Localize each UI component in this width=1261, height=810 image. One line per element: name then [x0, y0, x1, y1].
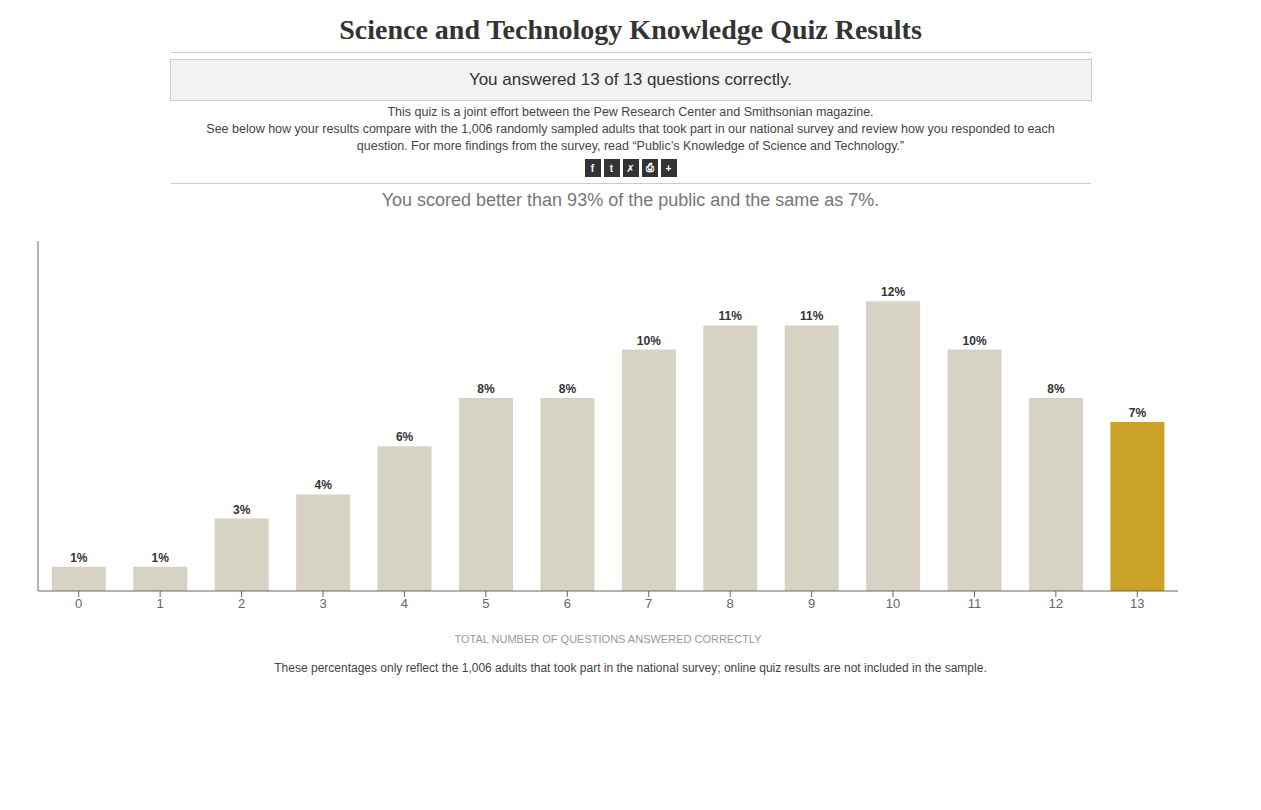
svg-text:3%: 3% — [233, 503, 251, 517]
svg-text:5: 5 — [482, 596, 489, 611]
html-text:This quiz is a joint effort be: This quiz is a joint effort between the … — [387, 105, 874, 119]
svg-text:11%: 11% — [800, 309, 824, 323]
svg-text:10%: 10% — [963, 334, 987, 348]
svg-text:12: 12 — [1049, 596, 1063, 611]
html-text:f: f — [590, 162, 595, 174]
svg-text:10: 10 — [886, 596, 900, 611]
svg-text:6%: 6% — [396, 430, 414, 444]
svg-text:7%: 7% — [1129, 406, 1147, 420]
html-text:You scored better than 93% of: You scored better than 93% of the public… — [381, 190, 880, 210]
svg-text:4%: 4% — [314, 478, 332, 492]
svg-text:7: 7 — [645, 596, 652, 611]
html-text:These percentages only reflect: These percentages only reflect the 1,006… — [274, 661, 987, 675]
svg-text:TOTAL NUMBER OF QUESTIONS ANSW: TOTAL NUMBER OF QUESTIONS ANSWERED CORRE… — [454, 633, 762, 645]
html-text:See below how your results com: See below how your results compare with … — [206, 122, 1055, 136]
svg-text:12%: 12% — [881, 285, 905, 299]
svg-text:10%: 10% — [637, 334, 661, 348]
svg-text:1%: 1% — [152, 551, 170, 565]
svg-text:3: 3 — [319, 596, 326, 611]
svg-text:4: 4 — [401, 596, 408, 611]
svg-text:6: 6 — [564, 596, 571, 611]
svg-text:8: 8 — [727, 596, 734, 611]
svg-text:8%: 8% — [559, 382, 577, 396]
html-text:You answered 13 of 13 question: You answered 13 of 13 questions correctl… — [468, 70, 793, 89]
svg-text:11: 11 — [968, 596, 982, 611]
svg-text:1%: 1% — [70, 551, 88, 565]
html-text:question. For more findings fr: question. For more findings from the sur… — [356, 139, 905, 153]
html-text:Science and Technology Knowled: Science and Technology Knowledge Quiz Re… — [339, 14, 922, 45]
html-text:t: t — [609, 162, 614, 174]
svg-text:2: 2 — [238, 596, 245, 611]
svg-text:0: 0 — [75, 596, 82, 611]
svg-text:8%: 8% — [477, 382, 495, 396]
svg-text:9: 9 — [808, 596, 815, 611]
svg-text:8%: 8% — [1047, 382, 1065, 396]
svg-text:11%: 11% — [719, 309, 743, 323]
svg-text:1: 1 — [157, 596, 164, 611]
svg-text:13: 13 — [1130, 596, 1144, 611]
